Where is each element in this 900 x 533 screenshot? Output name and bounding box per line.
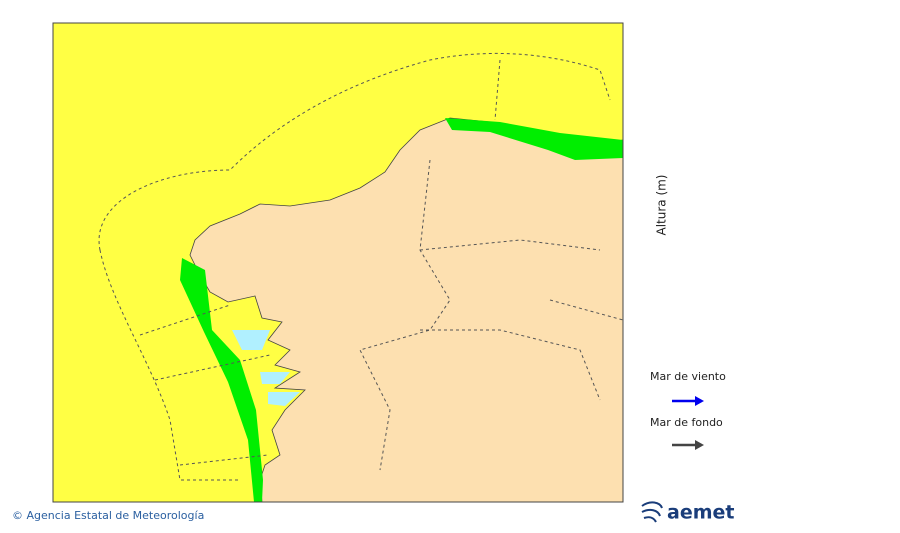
estuary (232, 330, 300, 406)
logo-mark (641, 501, 663, 523)
legend-label: Mar de fondo (650, 416, 723, 429)
legend-arrow (695, 440, 704, 450)
footer-credit: © Agencia Estatal de Meteorología (12, 509, 204, 522)
coastal-band (180, 258, 263, 502)
logo: aemet (667, 502, 734, 524)
map-frame (52, 22, 624, 503)
legend-arrow (695, 396, 704, 406)
legend-label: Mar de viento (650, 370, 726, 383)
land (189, 117, 623, 502)
colorbar-title: Altura (m) (655, 174, 669, 235)
boundary (98, 52, 623, 481)
coastal-band (445, 118, 623, 160)
map (53, 23, 623, 502)
